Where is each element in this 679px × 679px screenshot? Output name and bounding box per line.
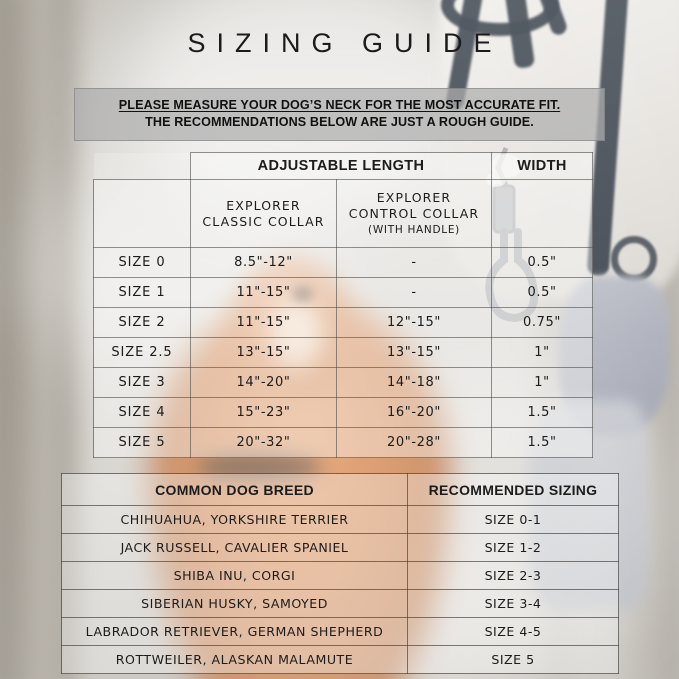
control-collar-cell: 14"-18" bbox=[336, 367, 492, 398]
recommended-size-cell: SIZE 3-4 bbox=[407, 589, 619, 618]
classic-collar-cell: 20"-32" bbox=[190, 427, 337, 458]
size-cell: SIZE 5 bbox=[93, 427, 191, 458]
control-collar-cell: 20"-28" bbox=[336, 427, 492, 458]
table-row: SIZE 0 8.5"-12" -0.5" bbox=[93, 247, 593, 278]
width-cell: 1" bbox=[491, 337, 593, 368]
control-line-3: (WITH HANDLE) bbox=[368, 223, 460, 236]
subheader-explorer-control-collar: EXPLORER CONTROL COLLAR (WITH HANDLE) bbox=[336, 179, 492, 248]
classic-collar-cell: 11"-15" bbox=[190, 307, 337, 338]
subheader-width-blank bbox=[491, 179, 593, 248]
header-recommended-sizing: RECOMMENDED SIZING bbox=[407, 473, 619, 506]
width-cell: 0.75" bbox=[491, 307, 593, 338]
size-column-corner bbox=[93, 152, 191, 180]
table-row: LABRADOR RETRIEVER, GERMAN SHEPHERD SIZE … bbox=[61, 617, 619, 646]
table-row: ROTTWEILER, ALASKAN MALAMUTE SIZE 5 bbox=[61, 645, 619, 674]
size-cell: SIZE 4 bbox=[93, 397, 191, 428]
control-collar-cell: 16"-20" bbox=[336, 397, 492, 428]
table-row: SHIBA INU, CORGI SIZE 2-3 bbox=[61, 561, 619, 590]
size-cell: SIZE 1 bbox=[93, 277, 191, 308]
recommended-size-cell: SIZE 4-5 bbox=[407, 617, 619, 646]
width-cell: 0.5" bbox=[491, 247, 593, 278]
table-row: SIZE 5 20"-32" 20"-28" 1.5" bbox=[93, 427, 593, 458]
breed-name-cell: JACK RUSSELL, CAVALIER SPANIEL bbox=[61, 533, 408, 562]
control-line-1: EXPLORER bbox=[376, 189, 452, 205]
classic-collar-cell: 14"-20" bbox=[190, 367, 337, 398]
subheader-blank bbox=[93, 179, 191, 248]
table-header-row-sub: EXPLORER CLASSIC COLLAR EXPLORER CONTROL… bbox=[93, 179, 593, 248]
size-chart-table: ADJUSTABLE LENGTH WIDTH EXPLORER CLASSIC… bbox=[93, 152, 593, 458]
breed-name-cell: CHIHUAHUA, YORKSHIRE TERRIER bbox=[61, 505, 408, 534]
breed-name-cell: SHIBA INU, CORGI bbox=[61, 561, 408, 590]
classic-line-1: EXPLORER bbox=[226, 197, 301, 213]
header-common-dog-breed: COMMON DOG BREED bbox=[61, 473, 408, 506]
width-cell: 1" bbox=[491, 367, 593, 398]
header-width: WIDTH bbox=[491, 152, 593, 180]
control-collar-cell: - bbox=[336, 277, 492, 308]
control-collar-cell: 12"-15" bbox=[336, 307, 492, 338]
size-cell: SIZE 2.5 bbox=[93, 337, 191, 368]
table-row: SIZE 2.5 13"-15" 13"-15" 1" bbox=[93, 337, 593, 368]
table-row: JACK RUSSELL, CAVALIER SPANIEL SIZE 1-2 bbox=[61, 533, 619, 562]
width-cell: 1.5" bbox=[491, 427, 593, 458]
table-row: SIZE 2 11"-15" 12"-15" 0.75" bbox=[93, 307, 593, 338]
breed-name-cell: LABRADOR RETRIEVER, GERMAN SHEPHERD bbox=[61, 617, 408, 646]
classic-collar-cell: 13"-15" bbox=[190, 337, 337, 368]
breed-table-body: CHIHUAHUA, YORKSHIRE TERRIER SIZE 0-1 JACK… bbox=[61, 505, 619, 674]
recommended-size-cell: SIZE 1-2 bbox=[407, 533, 619, 562]
width-cell: 1.5" bbox=[491, 397, 593, 428]
size-cell: SIZE 2 bbox=[93, 307, 191, 338]
page-title: SIZING GUIDE bbox=[187, 28, 503, 58]
size-chart-body: SIZE 0 8.5"-12" -0.5" SIZE 1 11"-15" -0.5" SIZ… bbox=[93, 247, 593, 458]
recommended-size-cell: SIZE 5 bbox=[407, 645, 619, 674]
table-row: SIZE 3 14"-20" 14"-18" 1" bbox=[93, 367, 593, 398]
notice-line-2: THE RECOMMENDATIONS BELOW ARE JUST A ROU… bbox=[145, 115, 534, 129]
table-row: SIZE 4 15"-23" 16"-20" 1.5" bbox=[93, 397, 593, 428]
size-cell: SIZE 0 bbox=[93, 247, 191, 278]
header-adjustable-length: ADJUSTABLE LENGTH bbox=[190, 152, 492, 180]
breed-name-cell: SIBERIAN HUSKY, SAMOYED bbox=[61, 589, 408, 618]
control-line-2: CONTROL COLLAR bbox=[348, 205, 480, 221]
classic-line-2: CLASSIC COLLAR bbox=[202, 213, 325, 229]
measurement-notice: PLEASE MEASURE YOUR DOG’S NECK FOR THE M… bbox=[74, 88, 605, 141]
breed-recommendation-table: COMMON DOG BREED RECOMMENDED SIZING CHIH… bbox=[61, 473, 619, 674]
table-header-row-group: ADJUSTABLE LENGTH WIDTH bbox=[93, 152, 593, 180]
recommended-size-cell: SIZE 0-1 bbox=[407, 505, 619, 534]
classic-collar-cell: 11"-15" bbox=[190, 277, 337, 308]
background-tree-trunk bbox=[0, 0, 48, 679]
classic-collar-cell: 8.5"-12" bbox=[190, 247, 337, 278]
breed-header-row: COMMON DOG BREED RECOMMENDED SIZING bbox=[61, 473, 619, 506]
subheader-explorer-classic-collar: EXPLORER CLASSIC COLLAR bbox=[190, 179, 337, 248]
control-collar-cell: 13"-15" bbox=[336, 337, 492, 368]
classic-collar-cell: 15"-23" bbox=[190, 397, 337, 428]
notice-line-1: PLEASE MEASURE YOUR DOG’S NECK FOR THE M… bbox=[118, 98, 561, 112]
table-row: CHIHUAHUA, YORKSHIRE TERRIER SIZE 0-1 bbox=[61, 505, 619, 534]
control-collar-cell: - bbox=[336, 247, 492, 278]
width-cell: 0.5" bbox=[491, 277, 593, 308]
recommended-size-cell: SIZE 2-3 bbox=[407, 561, 619, 590]
table-row: SIZE 1 11"-15" -0.5" bbox=[93, 277, 593, 308]
table-row: SIBERIAN HUSKY, SAMOYED SIZE 3-4 bbox=[61, 589, 619, 618]
breed-name-cell: ROTTWEILER, ALASKAN MALAMUTE bbox=[61, 645, 408, 674]
size-cell: SIZE 3 bbox=[93, 367, 191, 398]
